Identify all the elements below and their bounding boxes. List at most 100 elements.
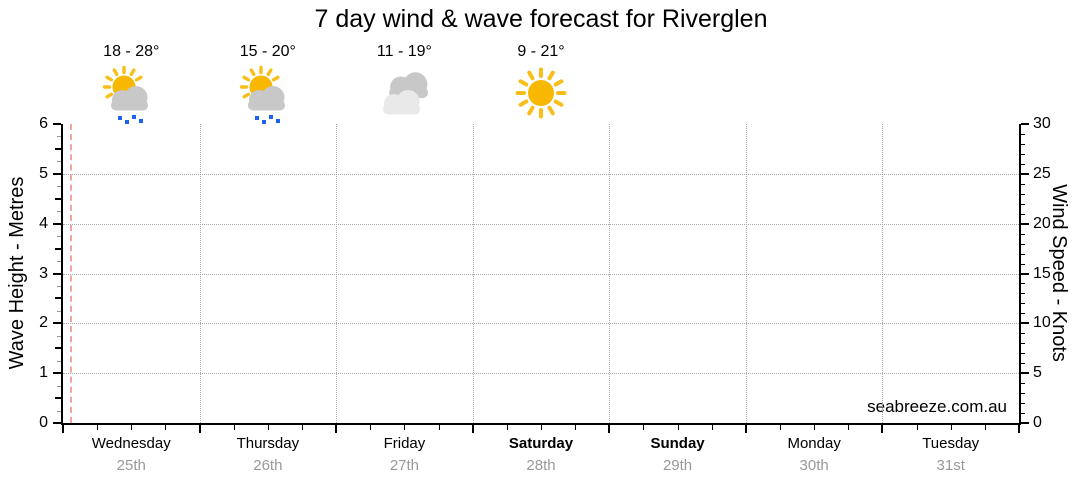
- sun-cloud-showers-icon: [103, 65, 149, 124]
- cloudy-icon: [374, 60, 434, 126]
- day-boundary-gridline: [609, 124, 611, 423]
- left-axis-major-tick: [53, 322, 61, 325]
- right-axis-minor-tick: [1021, 293, 1025, 295]
- right-axis-tick-label: 30: [1033, 115, 1051, 132]
- x-axis-day-date: 25th: [116, 457, 146, 474]
- day-boundary-gridline: [336, 124, 338, 423]
- x-axis-minor-tick: [984, 425, 986, 430]
- temp-range-label: 18 - 28°: [103, 43, 160, 60]
- right-axis-tick-label: 20: [1033, 214, 1051, 232]
- left-axis-major-tick: [53, 123, 61, 125]
- x-axis-day-tick: [881, 425, 884, 433]
- chart-title: 7 day wind & wave forecast for Riverglen: [314, 5, 768, 33]
- left-axis-half-tick: [55, 397, 61, 400]
- left-axis-minor-tick: [57, 410, 61, 412]
- horizontal-gridline: [63, 223, 1019, 225]
- x-axis-minor-tick: [267, 425, 269, 430]
- horizontal-gridline: [63, 373, 1019, 375]
- right-axis-minor-tick: [1021, 213, 1025, 215]
- right-axis-minor-tick: [1021, 243, 1025, 245]
- right-axis-minor-tick: [1021, 233, 1025, 235]
- left-axis-tick-label: 4: [39, 214, 48, 232]
- horizontal-gridline: [63, 323, 1019, 325]
- right-axis-minor-tick: [1021, 143, 1025, 145]
- x-axis-minor-tick: [541, 425, 542, 430]
- right-axis-minor-tick: [1021, 153, 1025, 155]
- right-axis-minor-tick: [1021, 183, 1025, 185]
- left-axis-tick-label: 6: [39, 115, 48, 132]
- temp-range-label: 15 - 20°: [239, 43, 296, 60]
- right-axis-major-tick: [1021, 222, 1029, 225]
- x-axis-day-date: 27th: [389, 457, 420, 474]
- left-axis-line: [61, 124, 63, 425]
- right-axis-tick-label: 10: [1033, 314, 1051, 332]
- left-axis-major-tick: [53, 172, 61, 175]
- left-axis-tick-label: 2: [39, 314, 48, 332]
- left-axis-minor-tick: [57, 236, 61, 238]
- current-time-marker: [69, 124, 72, 423]
- left-axis-major-tick: [53, 272, 61, 275]
- right-axis-major-tick: [1021, 372, 1029, 375]
- x-axis-day-tick: [608, 425, 611, 433]
- left-axis-tick-label: 0: [39, 414, 48, 431]
- x-axis-minor-tick: [677, 425, 679, 430]
- watermark: seabreeze.com.au: [867, 397, 1007, 416]
- x-axis-day-name: Thursday: [236, 435, 300, 452]
- x-axis-day-tick: [198, 425, 201, 433]
- right-axis-minor-tick: [1021, 383, 1025, 385]
- x-axis-day-name: Saturday: [508, 435, 574, 452]
- x-axis-minor-tick: [916, 425, 918, 430]
- day-boundary-gridline: [745, 124, 747, 423]
- right-axis-minor-tick: [1021, 363, 1025, 365]
- x-axis-day-date: 31st: [936, 457, 965, 474]
- left-axis-tick-label: 1: [39, 364, 48, 382]
- left-axis-half-tick: [55, 347, 61, 350]
- right-axis-line: [1019, 124, 1021, 425]
- left-axis-minor-tick: [57, 261, 61, 263]
- x-axis-day-name: Monday: [787, 435, 841, 452]
- right-axis-minor-tick: [1021, 163, 1025, 165]
- day-boundary-gridline: [472, 124, 474, 423]
- sunny-icon: [511, 60, 571, 126]
- right-axis-minor-tick: [1021, 343, 1025, 345]
- left-axis-major-tick: [53, 422, 61, 424]
- x-axis-day-date: 26th: [253, 457, 283, 474]
- x-axis-day-tick: [1018, 425, 1020, 433]
- right-axis-minor-tick: [1021, 413, 1025, 415]
- right-axis-tick-label: 5: [1033, 364, 1042, 382]
- x-axis-minor-tick: [302, 425, 303, 430]
- left-axis-major-tick: [53, 222, 61, 225]
- left-axis-minor-tick: [57, 310, 61, 312]
- x-axis-day-name: Friday: [383, 435, 426, 452]
- left-axis-minor-tick: [57, 136, 61, 138]
- left-axis-minor-tick: [57, 161, 61, 163]
- left-axis-minor-tick: [57, 285, 61, 287]
- right-axis-minor-tick: [1021, 203, 1025, 205]
- x-axis-day-tick: [744, 425, 747, 433]
- left-axis-minor-tick: [57, 385, 61, 387]
- x-axis-minor-tick: [575, 425, 577, 430]
- left-axis-minor-tick: [57, 335, 61, 337]
- x-axis-minor-tick: [97, 425, 99, 430]
- x-axis-minor-tick: [404, 425, 406, 430]
- day-boundary-gridline: [199, 124, 201, 423]
- right-axis-minor-tick: [1021, 283, 1025, 285]
- x-axis-minor-tick: [370, 425, 372, 430]
- horizontal-gridline: [63, 273, 1019, 275]
- right-axis-minor-tick: [1021, 193, 1025, 195]
- x-axis-day-date: 28th: [526, 457, 556, 474]
- x-axis-day-tick: [335, 425, 338, 433]
- right-axis-minor-tick: [1021, 403, 1025, 405]
- left-axis-tick-label: 5: [39, 164, 48, 182]
- x-axis-minor-tick: [131, 425, 133, 430]
- cloudy-icon: [383, 72, 429, 115]
- x-axis-day-name: Wednesday: [91, 435, 171, 452]
- x-axis-minor-tick: [711, 425, 713, 430]
- x-axis-minor-tick: [848, 425, 850, 430]
- bottom-axis-line: [61, 423, 1021, 425]
- x-axis-minor-tick: [950, 425, 952, 430]
- sun-cloud-showers-icon: [101, 60, 161, 126]
- right-axis-minor-tick: [1021, 133, 1025, 135]
- x-axis-minor-tick: [438, 425, 440, 430]
